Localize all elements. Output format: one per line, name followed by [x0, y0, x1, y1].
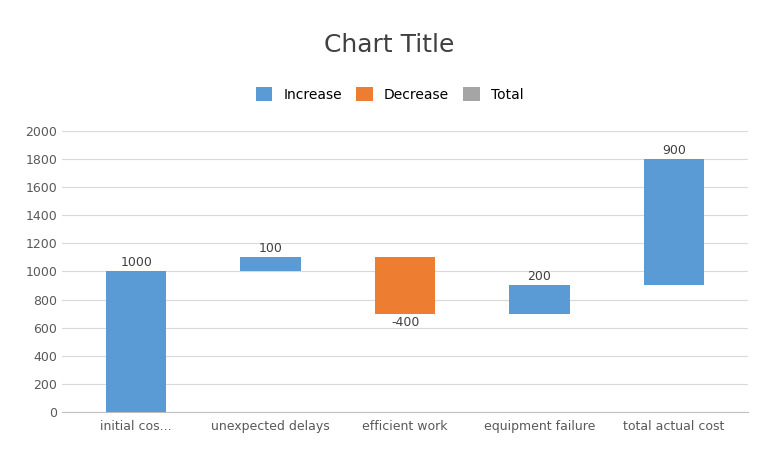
Bar: [643, 159, 704, 285]
Text: -400: -400: [391, 316, 419, 329]
Bar: [509, 285, 569, 314]
Legend: Increase, Decrease, Total: Increase, Decrease, Total: [250, 82, 529, 107]
Text: 900: 900: [662, 144, 686, 157]
Bar: [106, 271, 167, 412]
Text: 100: 100: [259, 242, 283, 256]
Bar: [241, 257, 301, 271]
Text: 1000: 1000: [120, 256, 152, 270]
Text: Chart Title: Chart Title: [324, 33, 455, 57]
Text: 200: 200: [527, 271, 552, 284]
Bar: [375, 257, 435, 314]
